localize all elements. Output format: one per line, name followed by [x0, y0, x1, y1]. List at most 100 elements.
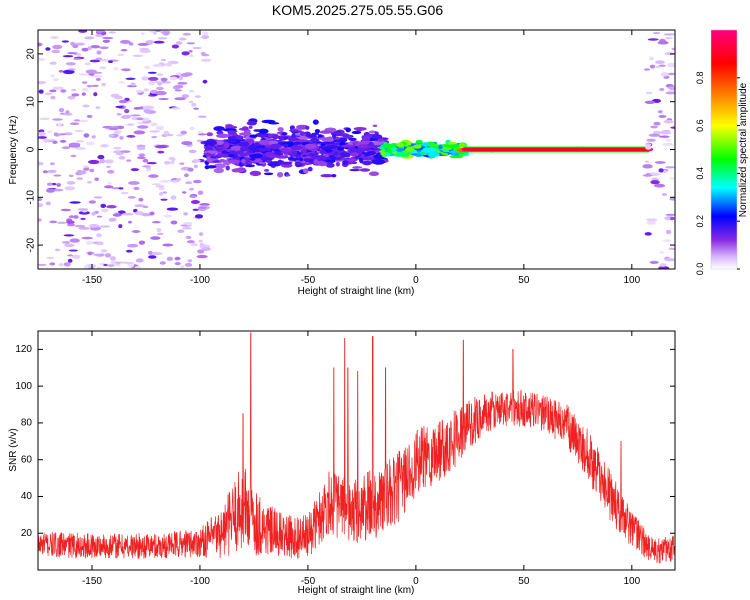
heatmap-cell — [239, 132, 252, 136]
heatmap-cell — [149, 30, 154, 33]
heatmap-cell — [170, 160, 175, 165]
heatmap-cell — [69, 122, 80, 125]
heatmap-cell — [155, 125, 165, 131]
heatmap-cell — [95, 77, 101, 81]
heatmap-cell — [319, 150, 326, 154]
heatmap-cell — [38, 80, 47, 85]
heatmap-cell — [264, 169, 270, 172]
heatmap-cell — [281, 132, 288, 136]
heatmap-cell — [163, 214, 173, 218]
heatmap-cell — [201, 53, 210, 57]
heatmap-cell — [405, 147, 415, 152]
heatmap-cell — [653, 121, 661, 126]
heatmap-cell — [132, 54, 144, 57]
heatmap-cell — [109, 256, 116, 261]
heatmap-cell — [151, 183, 162, 186]
heatmap-cell — [151, 136, 158, 139]
heatmap-cell — [181, 51, 190, 56]
heatmap-cell — [143, 88, 150, 92]
heatmap-cell — [184, 262, 193, 267]
heatmap-cell — [659, 263, 667, 267]
heatmap-cell — [671, 47, 675, 51]
heatmap-cell — [302, 168, 309, 174]
heatmap-cell — [189, 126, 195, 131]
heatmap-cell — [258, 139, 270, 146]
heatmap-cell — [120, 115, 131, 119]
heatmap-cell — [230, 145, 243, 151]
heatmap-cell — [664, 258, 675, 262]
heatmap-cell — [665, 213, 675, 216]
heatmap-cell — [144, 65, 151, 69]
heatmap-cell — [125, 249, 133, 253]
heatmap-cell — [108, 217, 117, 222]
heatmap-cell — [427, 151, 440, 158]
heatmap-cell — [359, 168, 370, 172]
heatmap-cell — [59, 140, 67, 143]
heatmap-cell — [61, 241, 71, 244]
heatmap-cell — [90, 75, 103, 78]
heatmap-cell — [131, 82, 136, 87]
heatmap-cell — [141, 76, 149, 81]
heatmap-cell — [71, 93, 80, 97]
colorbar-tick-label: 0.6 — [695, 119, 705, 132]
heatmap-cell — [341, 133, 350, 138]
heatmap-cell — [645, 91, 653, 95]
heatmap-cell — [249, 170, 262, 177]
heatmap-cell — [201, 35, 210, 40]
heatmap-cell — [65, 110, 70, 114]
heatmap-cell — [128, 181, 140, 185]
heatmap-cell — [645, 143, 652, 147]
heatmap-cell — [360, 154, 365, 157]
heatmap-cell — [118, 81, 126, 84]
heatmap-cell — [163, 130, 170, 135]
heatmap-cell — [442, 149, 450, 153]
heatmap-cell — [665, 229, 672, 235]
heatmap-cell — [64, 186, 76, 191]
heatmap-cell — [104, 253, 112, 258]
heatmap-cell — [134, 266, 142, 269]
heatmap-cell — [658, 135, 670, 138]
heatmap-cell — [57, 123, 62, 127]
heatmap-cell — [150, 252, 163, 256]
heatmap-cell — [665, 91, 675, 95]
y-tick-label: 60 — [21, 454, 33, 465]
snr-frame — [37, 330, 676, 571]
heatmap-cell — [189, 54, 194, 58]
heatmap-cell — [38, 263, 47, 267]
heatmap-cell — [47, 182, 53, 186]
heatmap-cell — [190, 200, 200, 204]
heatmap-cell — [87, 180, 92, 184]
heatmap-cell — [320, 146, 335, 150]
heatmap-cell — [331, 174, 337, 178]
heatmap-cell — [61, 40, 70, 43]
y-tick-label: 20 — [26, 48, 37, 60]
heatmap-cell — [56, 183, 61, 187]
heatmap-cell — [668, 86, 675, 91]
heatmap-cell — [96, 30, 105, 33]
heatmap-cell — [142, 165, 151, 168]
heatmap-cell — [307, 166, 313, 172]
heatmap-cell — [342, 160, 349, 165]
heatmap-cell — [360, 139, 370, 145]
heatmap-cell — [127, 196, 136, 199]
heatmap-cell — [649, 64, 656, 69]
heatmap-cell — [669, 197, 675, 201]
heatmap-cell — [115, 105, 124, 109]
heatmap-cell — [661, 193, 667, 196]
heatmap-cell — [126, 159, 132, 162]
heatmap-cell — [258, 161, 267, 165]
heatmap-cell — [371, 134, 383, 140]
heatmap-cell — [655, 65, 661, 68]
heatmap-cell — [67, 258, 73, 263]
heatmap-cell — [189, 90, 194, 93]
heatmap-cell — [50, 162, 55, 166]
heatmap-cell — [645, 145, 652, 150]
heatmap-cell — [372, 124, 378, 128]
colorbar-tick-label: 0.4 — [695, 167, 705, 180]
heatmap-cell — [96, 215, 103, 218]
heatmap-cell — [644, 100, 656, 105]
heatmap-cell — [265, 159, 273, 163]
heatmap-cell — [199, 243, 205, 247]
heatmap-cell — [53, 174, 62, 177]
heatmap-cell — [241, 158, 246, 164]
